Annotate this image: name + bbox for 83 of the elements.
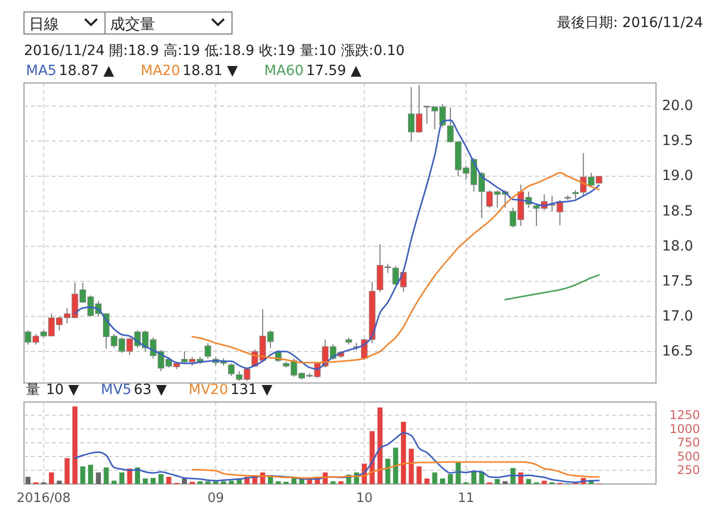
- bar: [127, 468, 132, 484]
- bar: [48, 472, 54, 484]
- bar: [205, 481, 210, 484]
- bar: [104, 467, 109, 484]
- text: MA60: [264, 63, 304, 79]
- text: MA5: [26, 63, 57, 79]
- bar: [377, 408, 382, 484]
- candlestick: [204, 342, 212, 359]
- annotation: 10 ▼: [46, 382, 80, 398]
- line-series: [74, 432, 600, 484]
- bar: [142, 478, 148, 484]
- bar: [416, 466, 422, 484]
- bar: [268, 476, 273, 484]
- y-tick-label: 17.5: [662, 273, 694, 290]
- y-tick-label: 19.0: [662, 168, 694, 184]
- bar: [150, 478, 156, 484]
- y-tick-label: 20.0: [662, 98, 694, 114]
- text: 量: [26, 382, 40, 398]
- text: MA20: [140, 63, 180, 79]
- bar: [112, 480, 117, 484]
- text: 18.87 ▲: [58, 63, 114, 79]
- text: 日線: [29, 15, 59, 33]
- bar: [166, 476, 172, 484]
- bar: [228, 480, 234, 484]
- bar: [370, 431, 375, 484]
- bar: [119, 472, 124, 484]
- text: 最後日期: 2016/11/24: [557, 15, 704, 31]
- bar: [72, 406, 78, 484]
- y-tick-label: 1250: [669, 408, 700, 422]
- bar: [80, 466, 86, 484]
- x-tick-label: 09: [207, 491, 224, 506]
- x-tick-label: 11: [458, 491, 474, 506]
- bar: [198, 481, 203, 484]
- text: 17.59 ▲: [306, 63, 362, 79]
- candlestick: [228, 362, 235, 376]
- x-tick-label: 10: [356, 491, 373, 506]
- y-tick-label: 18.0: [662, 238, 694, 254]
- bar: [494, 479, 500, 484]
- text: MV5: [100, 382, 132, 398]
- bar: [158, 474, 164, 484]
- y-tick-label: 1000: [669, 422, 700, 436]
- bar: [64, 458, 70, 484]
- bar: [471, 472, 476, 484]
- bar: [440, 478, 446, 484]
- bar: [456, 462, 461, 484]
- bar: [448, 474, 453, 484]
- y-tick-label: 750: [677, 436, 700, 450]
- y-tick-label: 17.0: [662, 308, 694, 324]
- bar: [385, 458, 390, 484]
- bar: [542, 480, 547, 484]
- y-tick-label: 18.5: [662, 203, 694, 220]
- bar: [221, 481, 226, 484]
- text: 2016/11/24 開:18.9 高:19 低:18.9 收:19 量:10 漲跌:0.10: [24, 43, 405, 59]
- bar: [393, 448, 398, 484]
- bar: [26, 476, 30, 484]
- bar: [88, 464, 94, 484]
- bar: [56, 480, 62, 484]
- bar: [330, 481, 336, 484]
- annotation: 63 ▼: [134, 382, 168, 398]
- bar: [182, 478, 187, 484]
- text: 18.81 ▼: [182, 63, 238, 79]
- bar: [502, 481, 508, 484]
- line-series: [192, 461, 600, 479]
- bar: [408, 448, 414, 484]
- annotation: 131 ▼: [230, 382, 273, 398]
- bar: [432, 472, 438, 484]
- bar: [424, 478, 430, 484]
- bar: [510, 468, 516, 484]
- y-tick-label: 250: [677, 463, 700, 478]
- text: 成交量: [110, 15, 155, 33]
- bar: [400, 422, 406, 484]
- y-tick-label: 19.5: [662, 133, 694, 150]
- y-tick-label: 16.5: [662, 343, 694, 360]
- bar: [338, 481, 344, 484]
- line-series: [504, 274, 600, 300]
- bar: [96, 472, 101, 484]
- bar: [526, 479, 532, 484]
- bar: [276, 481, 281, 484]
- bar: [135, 467, 140, 484]
- bar: [479, 472, 484, 484]
- x-tick-label: 2016/08: [16, 491, 71, 506]
- text: MV20: [188, 382, 228, 398]
- y-tick-label: 500: [677, 449, 700, 464]
